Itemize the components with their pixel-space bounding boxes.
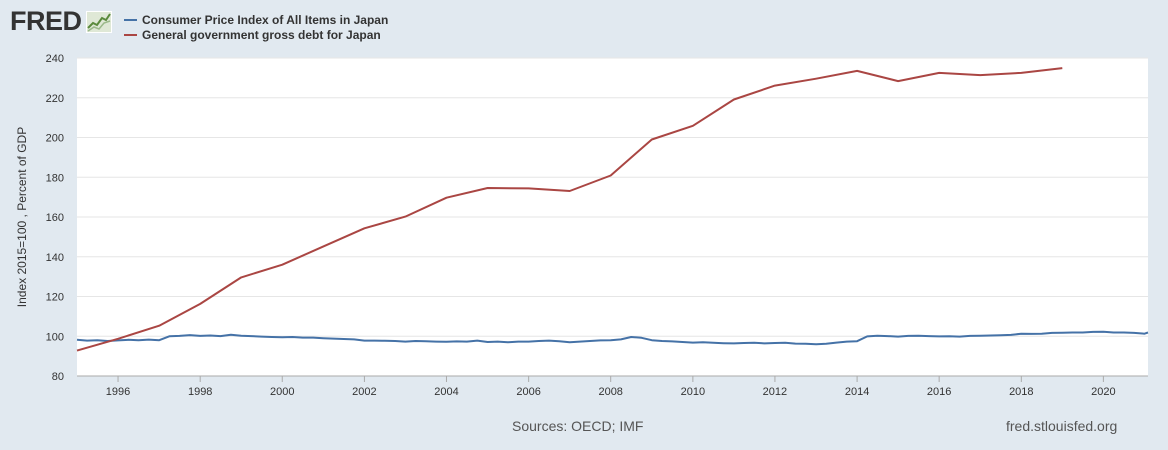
- series-line-cpi[interactable]: [76, 330, 1149, 346]
- legend-item-debt[interactable]: General government gross debt for Japan: [124, 27, 388, 42]
- y-tick-label: 80: [52, 371, 64, 383]
- x-tick-label: 1998: [188, 386, 212, 398]
- x-tick-label: 2018: [1009, 386, 1033, 398]
- y-tick-label: 140: [46, 252, 64, 264]
- legend-label-cpi: Consumer Price Index of All Items in Jap…: [142, 12, 389, 27]
- series-lines: [76, 67, 1149, 352]
- chart-legend: Consumer Price Index of All Items in Jap…: [124, 12, 388, 42]
- y-tick-label: 180: [46, 172, 64, 184]
- legend-swatch-debt: [124, 33, 137, 36]
- grid-lines: [77, 57, 1148, 337]
- x-tick-label: 2006: [516, 386, 540, 398]
- x-tick-label: 2020: [1091, 386, 1115, 398]
- y-tick-label: 240: [46, 53, 64, 65]
- x-tick-label: 2016: [927, 386, 951, 398]
- x-tick-label: 2012: [763, 386, 787, 398]
- fred-logo[interactable]: FRED: [10, 6, 112, 37]
- fred-logo-text: FRED: [10, 6, 82, 36]
- site-link[interactable]: fred.stlouisfed.org: [1006, 418, 1118, 434]
- y-tick-label: 160: [46, 212, 64, 224]
- legend-swatch-cpi: [124, 18, 137, 21]
- legend-item-cpi[interactable]: Consumer Price Index of All Items in Jap…: [124, 12, 388, 27]
- legend-label-debt: General government gross debt for Japan: [142, 27, 381, 42]
- sources-text: Sources: OECD; IMF: [512, 418, 644, 434]
- x-tick-label: 1996: [106, 386, 130, 398]
- y-tick-label: 120: [46, 292, 64, 304]
- fred-chart-icon: [85, 10, 112, 33]
- x-axis-ticks: 1996 1998 2000 2002 2004 2006 2008 2010 2012 2014…: [106, 376, 1116, 398]
- x-tick-label: 2002: [352, 386, 376, 398]
- y-axis-ticks: 80 100 120 140 160 180 200 220 240: [46, 53, 64, 383]
- x-tick-label: 2014: [845, 386, 869, 398]
- y-tick-label: 200: [46, 133, 64, 145]
- x-tick-label: 2004: [434, 386, 458, 398]
- y-tick-label: 220: [46, 93, 64, 105]
- y-axis-label: Index 2015=100 , Percent of GDP: [15, 127, 29, 307]
- x-tick-label: 2008: [598, 386, 622, 398]
- x-tick-label: 2010: [681, 386, 705, 398]
- line-chart: 80 100 120 140 160 180 200 220 240 1996 1998 2000 2…: [15, 53, 1149, 398]
- x-tick-label: 2000: [270, 386, 294, 398]
- y-tick-label: 100: [46, 331, 64, 343]
- series-line-debt[interactable]: [76, 67, 1063, 352]
